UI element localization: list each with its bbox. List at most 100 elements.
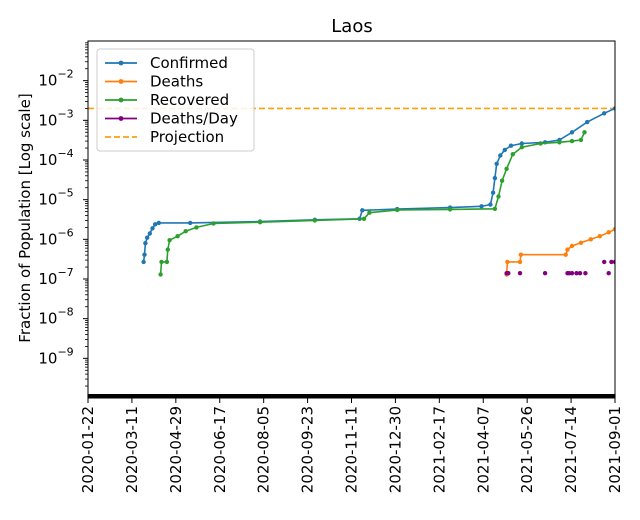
deaths-point	[569, 243, 575, 249]
deaths-day-point	[577, 271, 583, 276]
deaths-day-point	[612, 259, 615, 265]
confirmed-point	[519, 141, 524, 146]
x-axis: 2020-01-22 2020-03-11 2020-04-29 2020-06-17…	[79, 398, 624, 493]
recovered-point	[165, 247, 170, 252]
recovered-point	[367, 210, 372, 215]
x-tick-label: 2020-01-22	[79, 406, 97, 493]
legend-label-deaths: Deaths	[150, 73, 203, 91]
recovered-point	[569, 138, 575, 144]
deaths-day-point	[542, 271, 548, 276]
deaths-day-point	[606, 271, 611, 276]
x-tick-label: 2021-02-17	[430, 406, 448, 493]
x-tick-label: 2020-06-17	[211, 406, 229, 493]
confirmed-point	[141, 259, 146, 265]
confirmed-point	[585, 119, 590, 125]
deaths-point	[588, 237, 593, 242]
deaths-day-point	[574, 271, 579, 276]
deaths-point	[597, 234, 602, 239]
x-tick-label: 2021-05-26	[518, 406, 536, 493]
recovered-point	[175, 234, 180, 239]
legend-marker-recovered	[118, 97, 124, 103]
legend-marker-confirmed	[118, 60, 124, 66]
legend-marker-deaths	[118, 79, 124, 84]
confirmed-point	[360, 208, 365, 213]
x-minor-ticks	[87, 394, 616, 398]
recovered-point	[510, 152, 515, 157]
confirmed-point	[145, 235, 150, 240]
confirmed-point	[490, 190, 496, 195]
recovered-point	[519, 145, 524, 150]
confirmed-point	[142, 252, 147, 257]
confirmed-point	[479, 204, 484, 209]
chart-title: Laos	[331, 16, 372, 37]
deaths-day-point	[517, 271, 523, 276]
deaths-day-point	[583, 271, 588, 276]
legend-label-confirmed: Confirmed	[150, 54, 228, 72]
legend-box	[96, 48, 255, 152]
confirmed-point	[188, 220, 193, 226]
deaths-day-point	[569, 271, 575, 276]
confirmed-point	[147, 231, 152, 236]
deaths-point	[612, 227, 615, 232]
deaths-day-point	[609, 259, 614, 265]
confirmed-point	[153, 222, 158, 227]
recovered-point	[312, 218, 317, 223]
x-tick-label: 2020-09-23	[299, 406, 317, 493]
legend-label-deaths-day: Deaths/Day	[150, 110, 238, 128]
x-tick-label: 2020-04-29	[167, 406, 185, 493]
recovered-point	[538, 141, 543, 146]
x-tick-label: 2021-09-01	[606, 406, 624, 493]
recovered-point	[447, 207, 453, 212]
deaths-point	[517, 259, 523, 265]
deaths-day-point	[602, 259, 607, 265]
deaths-point	[505, 259, 510, 265]
legend-label-recovered: Recovered	[150, 91, 229, 109]
recovered-point	[167, 238, 172, 243]
recovered-point	[164, 259, 170, 265]
confirmed-point	[569, 130, 575, 135]
y-axis-label: Fraction of Population [Log scale]	[16, 93, 34, 342]
confirmed-point	[498, 153, 503, 158]
deaths-point	[563, 252, 568, 257]
x-tick-label: 2021-04-07	[474, 406, 492, 493]
recovered-point	[395, 207, 400, 213]
deaths-day-point	[506, 271, 511, 276]
confirmed-point	[156, 220, 161, 226]
confirmed-point	[612, 106, 615, 111]
recovered-point	[557, 140, 562, 145]
recovered-point	[361, 216, 367, 221]
recovered-point	[504, 166, 509, 171]
recovered-point	[257, 220, 263, 225]
recovered-point	[211, 221, 216, 226]
confirmed-point	[508, 143, 514, 148]
recovered-point	[582, 130, 587, 135]
legend-label-projection: Projection	[150, 128, 224, 146]
recovered-point	[492, 206, 498, 211]
x-tick-label: 2020-08-05	[255, 406, 273, 493]
recovered-point	[499, 178, 505, 183]
confirmed-point	[494, 161, 499, 166]
x-tick-label: 2020-12-30	[386, 406, 404, 493]
deaths-point	[606, 230, 611, 235]
recovered-point	[183, 229, 188, 234]
deaths-point	[565, 247, 570, 252]
recovered-point	[496, 194, 501, 199]
legend-marker-deaths-day	[118, 116, 124, 121]
recovered-point	[578, 137, 584, 143]
confirmed-point	[150, 226, 155, 231]
recovered-point	[159, 259, 164, 265]
x-tick-label: 2021-07-14	[562, 406, 580, 493]
confirmed-point	[492, 175, 498, 181]
x-tick-label: 2020-03-11	[123, 406, 141, 493]
x-tick-label: 2020-11-11	[343, 406, 361, 493]
deaths-point	[518, 252, 524, 257]
confirmed-point	[143, 241, 148, 246]
legend: ConfirmedDeathsRecoveredDeaths/DayProjec…	[96, 48, 255, 152]
confirmed-point	[602, 111, 607, 116]
plot-series-group	[88, 106, 615, 277]
deaths-point	[578, 240, 584, 245]
recovered-point	[158, 272, 163, 277]
recovered-point	[194, 225, 199, 230]
confirmed-point	[502, 147, 507, 153]
